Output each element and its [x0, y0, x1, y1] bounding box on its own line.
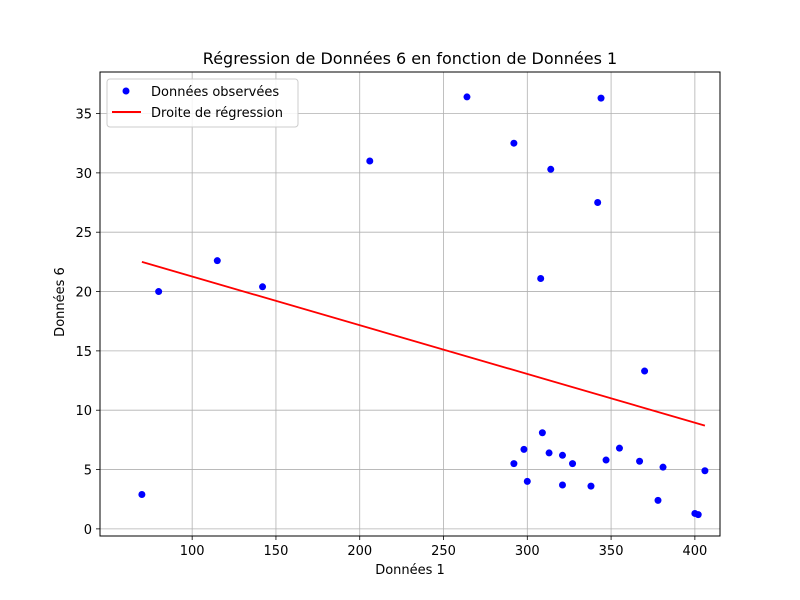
legend-label-line: Droite de régression: [151, 106, 283, 121]
x-tick-label-6: 400: [682, 544, 707, 559]
x-tick-label-4: 300: [515, 544, 540, 559]
y-tick-label-2: 10: [75, 404, 92, 419]
x-tick-label-3: 250: [431, 544, 456, 559]
y-tick-label-6: 30: [75, 167, 92, 182]
data-point-3: [259, 283, 267, 291]
data-point-17: [587, 482, 595, 490]
y-tick-label-4: 20: [75, 286, 92, 301]
plot-frame: [99, 71, 721, 537]
regression-line: [141, 261, 706, 427]
legend-box: [106, 78, 299, 128]
data-point-10: [537, 274, 545, 282]
y-axis-ticks: 0 5 10 15 20 25 30 35: [75, 108, 100, 538]
data-point-14: [558, 451, 566, 459]
x-axis-ticks: 100 150 200 250 300 350 400: [180, 536, 707, 559]
x-tick-label-0: 100: [180, 544, 205, 559]
data-point-19: [597, 94, 605, 102]
data-point-6: [510, 139, 518, 147]
data-point-15: [558, 481, 566, 489]
y-tick-label-1: 5: [84, 464, 92, 479]
data-point-20: [602, 456, 610, 464]
y-tick-label-5: 25: [75, 226, 92, 241]
data-point-9: [523, 477, 531, 485]
data-point-4: [366, 157, 374, 165]
data-point-5: [463, 93, 471, 101]
y-axis-label: Données 6: [53, 267, 68, 337]
data-point-12: [545, 449, 553, 457]
data-point-13: [547, 165, 555, 173]
x-axis-label: Données 1: [375, 563, 445, 578]
y-tick-label-0: 0: [84, 523, 92, 538]
grid: [100, 72, 720, 536]
points-layer: [138, 93, 709, 519]
data-point-16: [569, 460, 577, 468]
legend-marker-scatter: [122, 87, 130, 95]
data-point-11: [538, 429, 546, 437]
y-tick-label-7: 35: [75, 108, 92, 123]
data-point-2: [213, 257, 221, 265]
legend: Données observées Droite de régression: [106, 78, 299, 128]
data-point-18: [594, 199, 602, 207]
data-point-21: [615, 444, 623, 452]
data-point-28: [701, 467, 709, 475]
data-point-8: [520, 445, 528, 453]
data-point-0: [138, 490, 146, 498]
y-tick-label-3: 15: [75, 345, 92, 360]
data-point-27: [694, 511, 702, 519]
x-tick-label-1: 150: [264, 544, 289, 559]
data-point-1: [155, 288, 163, 296]
x-tick-label-5: 350: [599, 544, 624, 559]
data-point-7: [510, 460, 518, 468]
chart-title: Régression de Données 6 en fonction de D…: [203, 49, 617, 68]
data-point-23: [641, 367, 649, 375]
data-point-25: [659, 463, 667, 471]
data-point-22: [636, 457, 644, 465]
regression-layer: [141, 261, 706, 427]
legend-label-scatter: Données observées: [151, 85, 279, 100]
x-tick-label-2: 200: [347, 544, 372, 559]
data-point-24: [654, 496, 662, 504]
plot-area: [100, 72, 720, 536]
